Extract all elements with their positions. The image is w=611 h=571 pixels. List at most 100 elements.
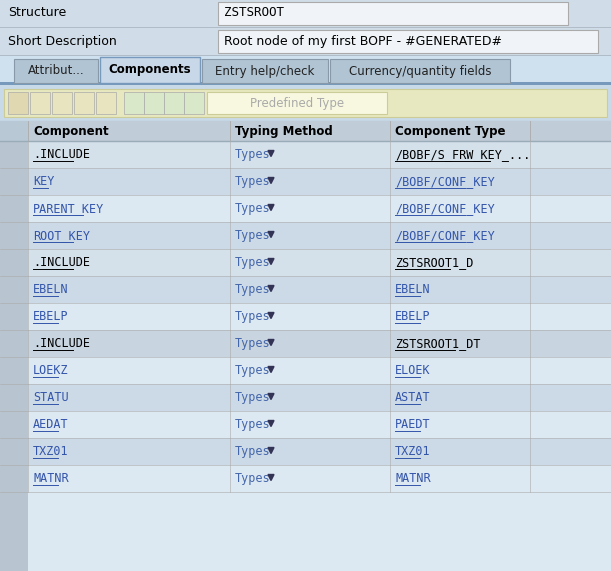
Bar xyxy=(164,92,184,114)
Bar xyxy=(0,465,28,492)
Polygon shape xyxy=(268,475,274,481)
Bar xyxy=(0,411,611,438)
Bar xyxy=(0,222,611,249)
Bar xyxy=(0,195,611,222)
Polygon shape xyxy=(268,393,274,400)
Text: Component Type: Component Type xyxy=(395,124,505,138)
Polygon shape xyxy=(268,340,274,345)
Text: Types: Types xyxy=(235,391,271,404)
Text: /BOBF/CONF_KEY: /BOBF/CONF_KEY xyxy=(395,202,495,215)
Text: /BOBF/CONF_KEY: /BOBF/CONF_KEY xyxy=(395,229,495,242)
Text: .INCLUDE: .INCLUDE xyxy=(33,256,90,269)
Bar xyxy=(96,92,116,114)
Polygon shape xyxy=(268,367,274,372)
Bar xyxy=(144,92,164,114)
Text: Currency/quantity fields: Currency/quantity fields xyxy=(349,65,491,78)
Text: Types: Types xyxy=(235,337,271,350)
Text: /BOBF/CONF_KEY: /BOBF/CONF_KEY xyxy=(395,175,495,188)
Text: ZSTSROOT: ZSTSROOT xyxy=(224,6,284,19)
Text: Root node of my first BOPF - #GENERATED#: Root node of my first BOPF - #GENERATED# xyxy=(224,34,502,47)
Text: Attribut...: Attribut... xyxy=(27,65,84,78)
Text: Types: Types xyxy=(235,256,271,269)
Text: ZSTSROOT1_D: ZSTSROOT1_D xyxy=(395,256,474,269)
Text: .INCLUDE: .INCLUDE xyxy=(33,337,90,350)
Bar xyxy=(0,28,611,55)
Text: Types: Types xyxy=(235,148,271,161)
Text: EBELN: EBELN xyxy=(395,283,431,296)
Text: PARENT_KEY: PARENT_KEY xyxy=(33,202,104,215)
Text: EBELP: EBELP xyxy=(33,310,68,323)
Bar xyxy=(0,411,28,438)
Bar xyxy=(0,195,28,222)
Text: Types: Types xyxy=(235,472,271,485)
Text: TXZ01: TXZ01 xyxy=(33,445,68,458)
Bar xyxy=(184,92,204,114)
Text: AEDAT: AEDAT xyxy=(33,418,68,431)
Text: Types: Types xyxy=(235,310,271,323)
Bar xyxy=(0,276,28,303)
Bar xyxy=(0,121,611,571)
Bar xyxy=(0,357,611,384)
Text: Structure: Structure xyxy=(8,6,66,19)
Text: Types: Types xyxy=(235,202,271,215)
Bar xyxy=(124,92,144,114)
Polygon shape xyxy=(268,178,274,183)
Text: Short Description: Short Description xyxy=(8,34,117,47)
Text: EBELN: EBELN xyxy=(33,283,68,296)
Bar xyxy=(0,27,611,28)
Bar xyxy=(0,384,28,411)
Text: STATU: STATU xyxy=(33,391,68,404)
Bar xyxy=(0,141,611,168)
Bar xyxy=(0,85,611,571)
Bar xyxy=(0,303,611,330)
Polygon shape xyxy=(268,448,274,453)
Text: Types: Types xyxy=(235,229,271,242)
Text: Components: Components xyxy=(109,62,191,75)
Bar xyxy=(52,92,72,114)
Text: Types: Types xyxy=(235,175,271,188)
Bar xyxy=(0,249,611,276)
Bar xyxy=(218,2,568,25)
Bar xyxy=(100,57,200,83)
Text: ASTAT: ASTAT xyxy=(395,391,431,404)
Bar xyxy=(0,465,611,492)
Text: PAEDT: PAEDT xyxy=(395,418,431,431)
Text: .INCLUDE: .INCLUDE xyxy=(33,148,90,161)
Bar xyxy=(0,330,28,357)
Text: MATNR: MATNR xyxy=(33,472,68,485)
Text: Types: Types xyxy=(235,283,271,296)
Text: Component: Component xyxy=(33,124,109,138)
Polygon shape xyxy=(268,231,274,238)
Text: Entry help/check: Entry help/check xyxy=(215,65,315,78)
Bar xyxy=(0,121,611,141)
Bar xyxy=(74,92,94,114)
Text: ROOT_KEY: ROOT_KEY xyxy=(33,229,90,242)
Bar xyxy=(0,384,611,411)
Text: LOEKZ: LOEKZ xyxy=(33,364,68,377)
Bar xyxy=(0,492,611,571)
Bar xyxy=(30,92,50,114)
Polygon shape xyxy=(268,259,274,264)
Bar xyxy=(0,438,611,465)
Bar xyxy=(0,357,28,384)
Bar xyxy=(0,438,28,465)
Polygon shape xyxy=(268,420,274,427)
Text: ELOEK: ELOEK xyxy=(395,364,431,377)
Bar xyxy=(0,168,28,195)
Bar xyxy=(0,492,28,571)
Text: MATNR: MATNR xyxy=(395,472,431,485)
Text: TXZ01: TXZ01 xyxy=(395,445,431,458)
Text: Types: Types xyxy=(235,364,271,377)
Bar xyxy=(0,121,28,141)
Bar xyxy=(0,55,611,56)
Bar xyxy=(4,89,607,117)
Text: Types: Types xyxy=(235,418,271,431)
Text: Predefined Type: Predefined Type xyxy=(250,96,344,110)
Bar xyxy=(8,92,28,114)
Bar xyxy=(330,59,510,83)
Bar xyxy=(0,82,611,85)
Bar xyxy=(0,249,28,276)
Text: Typing Method: Typing Method xyxy=(235,124,333,138)
Bar xyxy=(14,59,98,83)
Bar xyxy=(0,276,611,303)
